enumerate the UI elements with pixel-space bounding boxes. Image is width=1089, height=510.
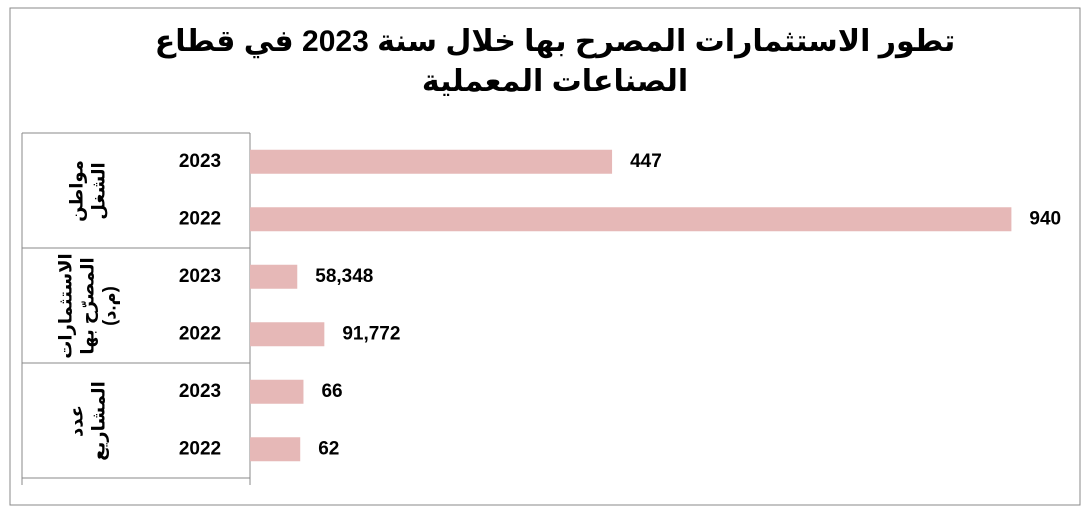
y-tick-label: 2022 (179, 438, 221, 459)
data-label: 447 (630, 151, 662, 172)
bar (250, 437, 301, 462)
frame (9, 7, 1081, 506)
group-label: الاستثمارات المصرّح بها (م.د) (55, 252, 119, 359)
y-tick-label: 2023 (179, 151, 221, 172)
data-label: 58,348 (315, 266, 373, 287)
y-tick-label: 2022 (179, 323, 221, 344)
bar (250, 379, 304, 404)
data-label: 66 (321, 381, 342, 402)
data-label: 91,772 (342, 323, 400, 344)
y-tick-label: 2023 (179, 381, 221, 402)
bar (250, 207, 1012, 232)
group-label: عدد المشاريع (66, 380, 108, 461)
chart-title: تطور الاستثمارات المصرح بها خلال سنة 202… (154, 25, 956, 98)
data-label: 62 (318, 438, 339, 459)
group-label: مواطن الشغل (66, 159, 108, 222)
bar (250, 149, 613, 174)
y-tick-label: 2023 (179, 266, 221, 287)
y-tick-label: 2022 (179, 208, 221, 229)
bar (250, 264, 298, 289)
bar (250, 322, 325, 347)
data-label: 940 (1029, 208, 1061, 229)
